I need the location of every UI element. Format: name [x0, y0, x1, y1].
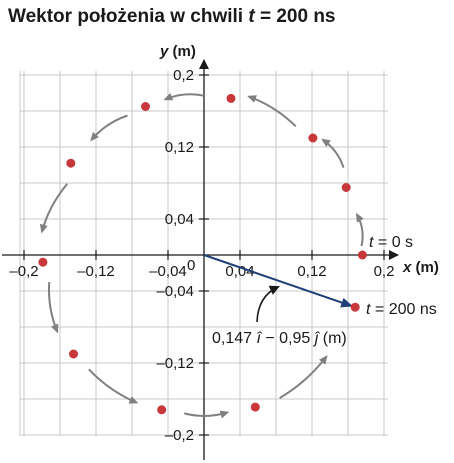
x-tick-label: –0,2: [9, 263, 38, 280]
data-point: [69, 349, 78, 359]
y-tick-label: –0,12: [156, 355, 194, 372]
motion-arrow: [183, 410, 230, 419]
data-point: [308, 133, 318, 143]
motion-arrow: [321, 138, 345, 169]
chart-title: Wektor położenia w chwili t = 200 ns: [8, 6, 336, 27]
motion-arrow: [88, 368, 139, 404]
t200-label: t = 200 ns: [366, 301, 437, 318]
y-tick-label: 0,2: [173, 67, 194, 84]
y-axis-label: y (m): [159, 43, 196, 60]
tick-labels: –0,2 –0,12 –0,04 0,04 0,12 0,2 0,2 0,12 0,04 –0,0…: [9, 67, 394, 444]
motion-arrow: [356, 212, 364, 247]
vector-label: 0,147 î − 0,95 ĵ (m): [212, 330, 347, 347]
data-point: [357, 250, 367, 260]
title-before: Wektor położenia w chwili: [8, 6, 248, 27]
motion-arrow: [163, 92, 205, 101]
data-point: [226, 93, 236, 103]
position-vector: [203, 254, 354, 308]
data-point: [66, 158, 76, 168]
x-tick-label: –0,12: [77, 263, 115, 280]
motion-arrow: [47, 281, 59, 334]
t0-label: t = 0 s: [369, 234, 413, 251]
x-tick-label: 0,12: [297, 263, 326, 280]
motion-arrows: [39, 92, 364, 419]
title-t: t: [248, 6, 255, 27]
data-point: [38, 257, 48, 267]
y-tick-label: –0,04: [156, 283, 194, 300]
title-after: = 200 ns: [255, 6, 336, 27]
y-tick-label: 0,12: [165, 139, 194, 156]
origin-label: 0: [187, 257, 195, 274]
x-tick-label: 0,2: [374, 263, 395, 280]
data-point: [141, 102, 150, 111]
data-point: [341, 183, 351, 192]
motion-arrow: [90, 114, 128, 142]
data-point: [157, 405, 167, 415]
data-point: [350, 302, 360, 312]
x-tick-label: –0,04: [149, 263, 187, 280]
data-points: [38, 93, 367, 415]
motion-arrow: [247, 95, 297, 128]
y-tick-label: –0,2: [165, 427, 194, 444]
motion-arrow: [279, 355, 328, 399]
axes: [2, 59, 399, 460]
position-vector-arrow: [203, 254, 354, 308]
x-tick-label: 0,04: [225, 263, 254, 280]
data-point: [250, 402, 260, 412]
vector-label-pointer: [256, 285, 280, 323]
y-tick-label: 0,04: [165, 211, 194, 228]
x-axis-label: x (m): [402, 259, 439, 276]
motion-arrow: [39, 183, 68, 234]
